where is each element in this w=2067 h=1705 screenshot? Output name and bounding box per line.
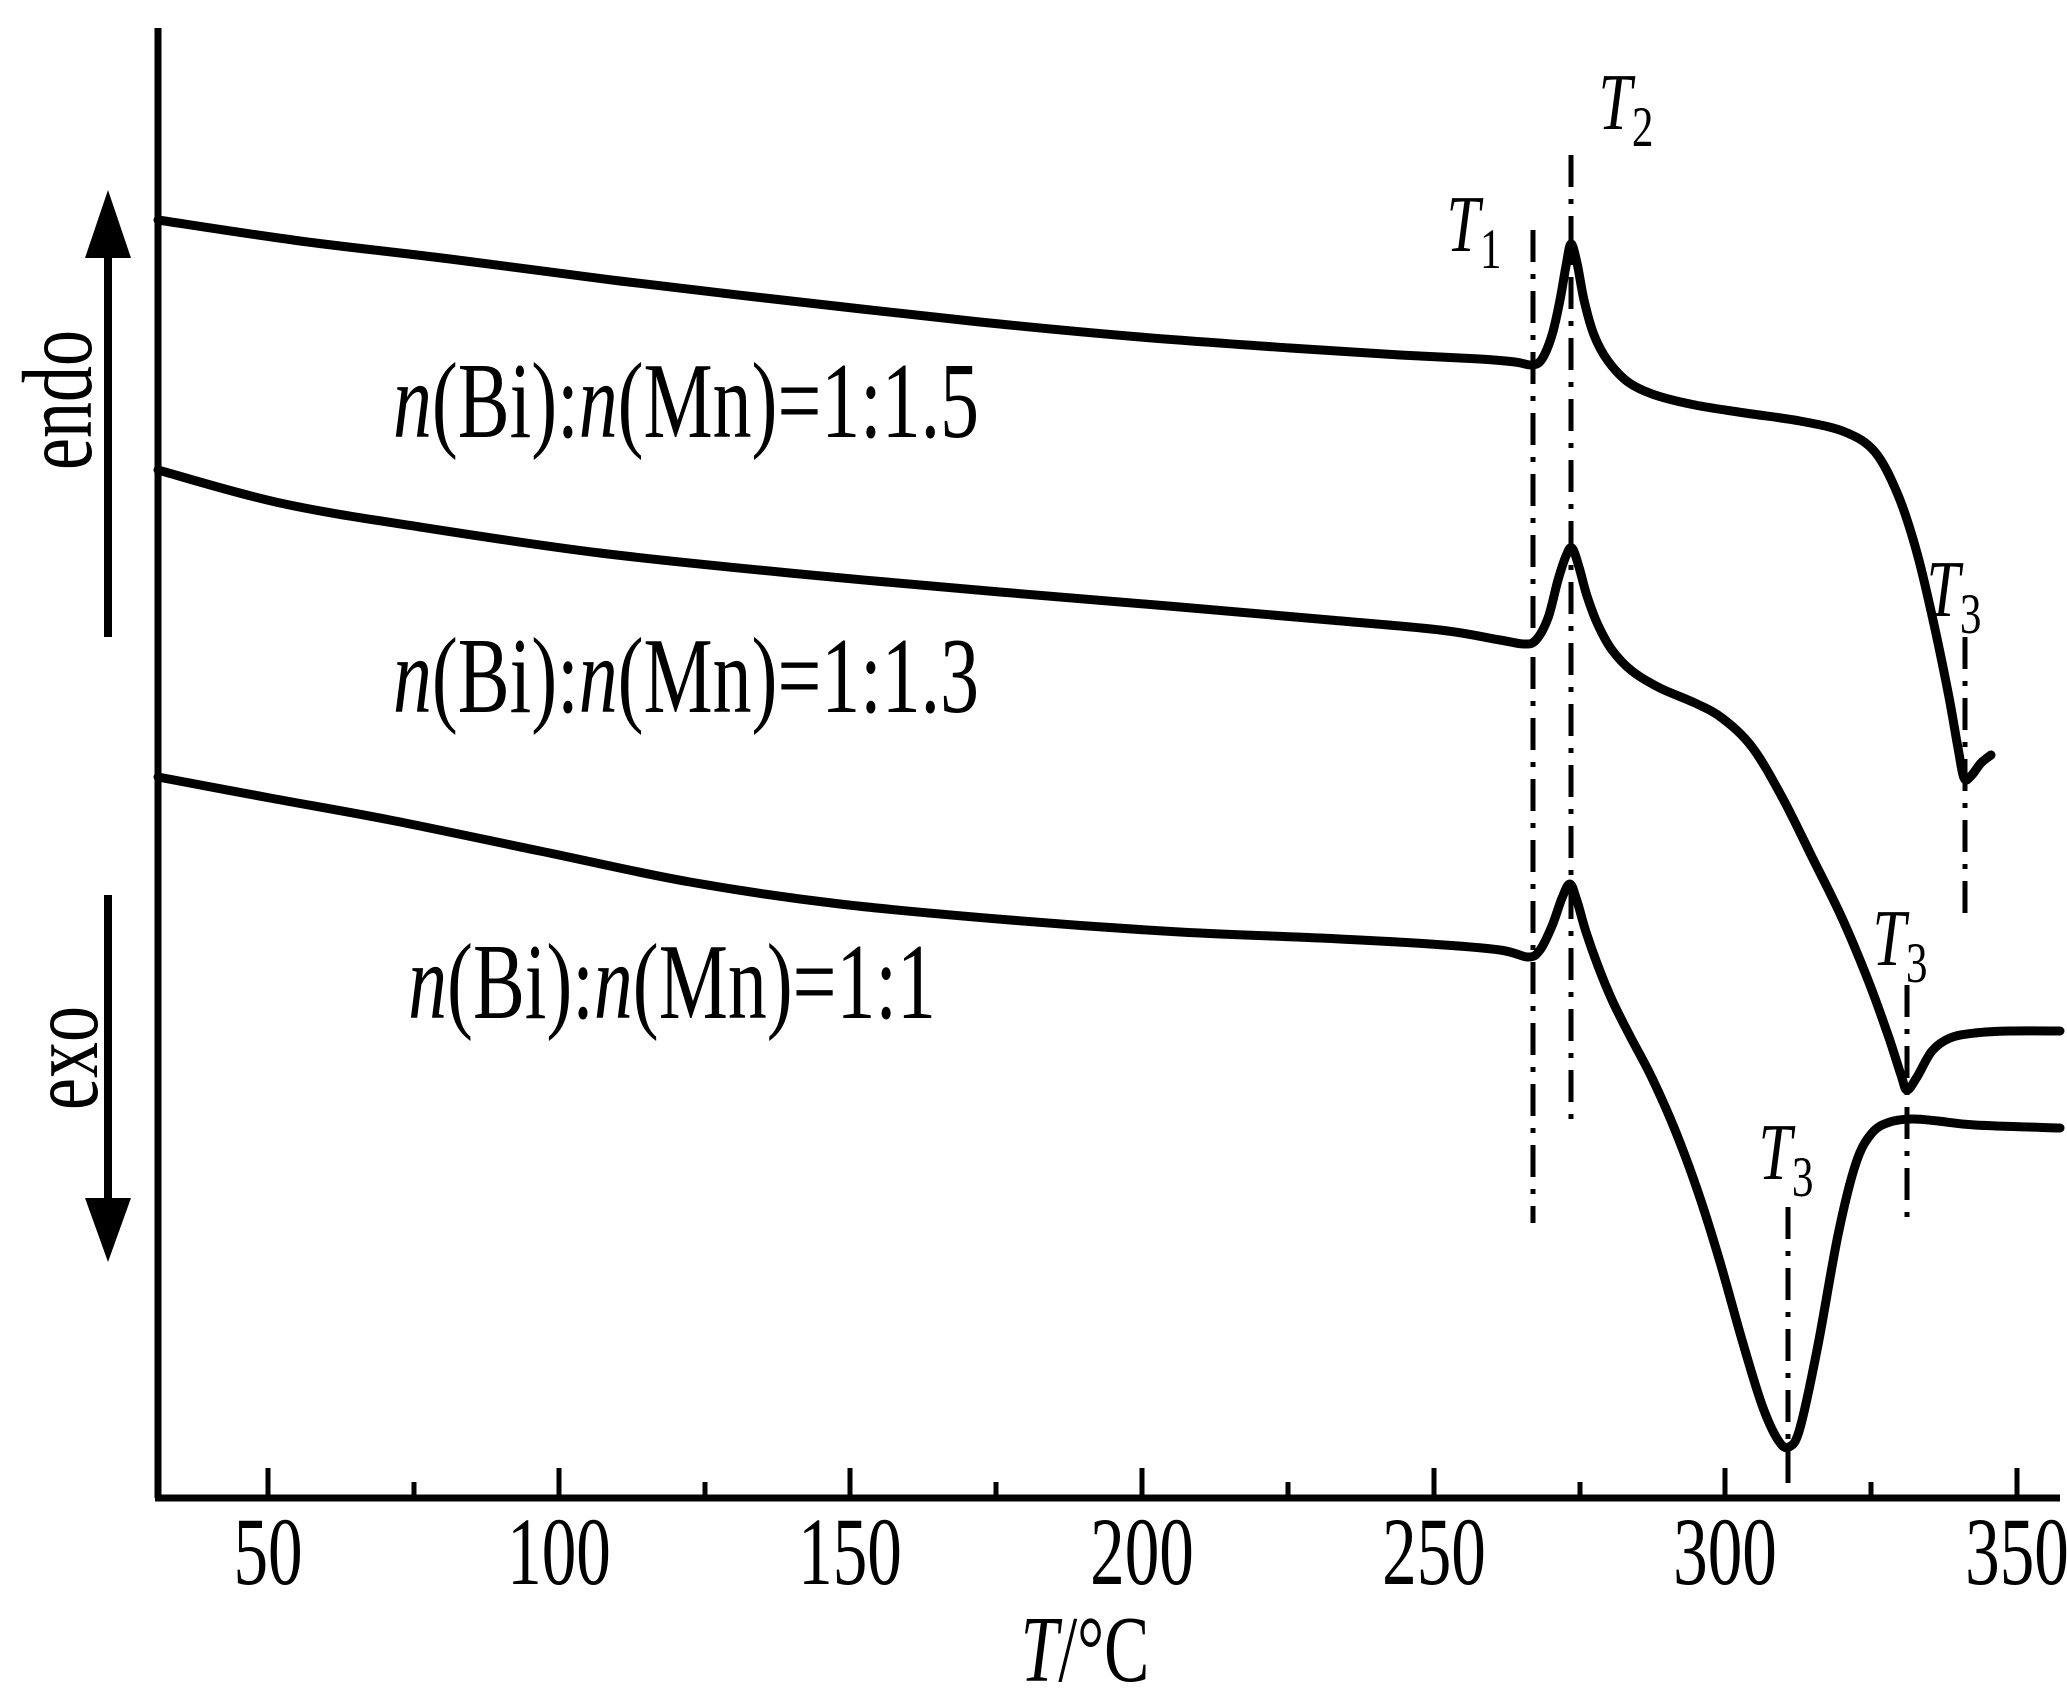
marker-label-T2: T2 (1599, 63, 1654, 157)
marker-symbol: T (1598, 59, 1632, 148)
curve-label-1:1.3: n(Bi):n(Mn)=1:1.3 (393, 623, 979, 731)
ticks-group (265, 1468, 2020, 1498)
x-tick-label-300: 300 (1673, 1498, 1777, 1605)
marker-label-T3-2: T3 (1873, 899, 1928, 993)
text-segment: (Mn)=1:1 (632, 923, 936, 1042)
marker-label-T3-3: T3 (1759, 1113, 1814, 1207)
dsc-curve-1:1 (153, 772, 2065, 1453)
marker-subscript: 3 (1791, 1146, 1814, 1210)
text-segment: (Bi): (431, 617, 579, 736)
italic-text-segment: n (593, 923, 633, 1042)
curve-label-1:1: n(Bi):n(Mn)=1:1 (408, 929, 936, 1037)
marker-symbol: T (1758, 1109, 1792, 1198)
x-axis-title: T/°C (1021, 1603, 1150, 1697)
dsc-curve-1:1.5 (153, 215, 1996, 785)
dsc-curve-1:1.3 (153, 465, 2065, 1095)
text-segment: (Bi): (447, 923, 594, 1042)
marker-lines-group (1530, 155, 1968, 1493)
x-tick-label-200: 200 (1090, 1498, 1194, 1605)
text-segment: /°C (1058, 1598, 1150, 1702)
marker-symbol: T (1872, 895, 1906, 984)
italic-text-segment: n (408, 923, 448, 1042)
marker-symbol: T (1446, 181, 1480, 270)
marker-subscript: 1 (1479, 218, 1502, 282)
text-segment: (Mn)=1:1.3 (617, 617, 979, 736)
endo-axis-label: endo (2, 330, 113, 470)
marker-label-T1: T1 (1447, 185, 1502, 279)
italic-text-segment: T (1020, 1598, 1059, 1702)
text-segment: (Bi): (431, 342, 579, 461)
endo-arrow-head (85, 190, 131, 258)
curves-group (153, 215, 2065, 1453)
text-segment: (Mn)=1:1.5 (617, 342, 979, 461)
italic-text-segment: n (578, 617, 618, 736)
exo-axis-label: exo (8, 1006, 119, 1110)
marker-subscript: 2 (1631, 96, 1654, 160)
x-tick-label-150: 150 (798, 1498, 902, 1605)
x-tick-label-100: 100 (507, 1498, 611, 1605)
x-tick-label-250: 250 (1382, 1498, 1486, 1605)
marker-label-T3-1: T3 (1927, 550, 1982, 644)
axes-group (154, 28, 2060, 1502)
marker-subscript: 3 (1905, 932, 1928, 996)
marker-symbol: T (1926, 546, 1960, 635)
italic-text-segment: n (393, 617, 432, 736)
curve-label-1:1.5: n(Bi):n(Mn)=1:1.5 (393, 348, 979, 456)
italic-text-segment: n (393, 342, 432, 461)
x-tick-label-350: 350 (1965, 1498, 2067, 1605)
exo-arrow-head (85, 1198, 131, 1262)
marker-subscript: 3 (1959, 583, 1982, 647)
arrows-group (85, 190, 131, 1262)
x-tick-label-50: 50 (233, 1498, 303, 1605)
italic-text-segment: n (578, 342, 618, 461)
